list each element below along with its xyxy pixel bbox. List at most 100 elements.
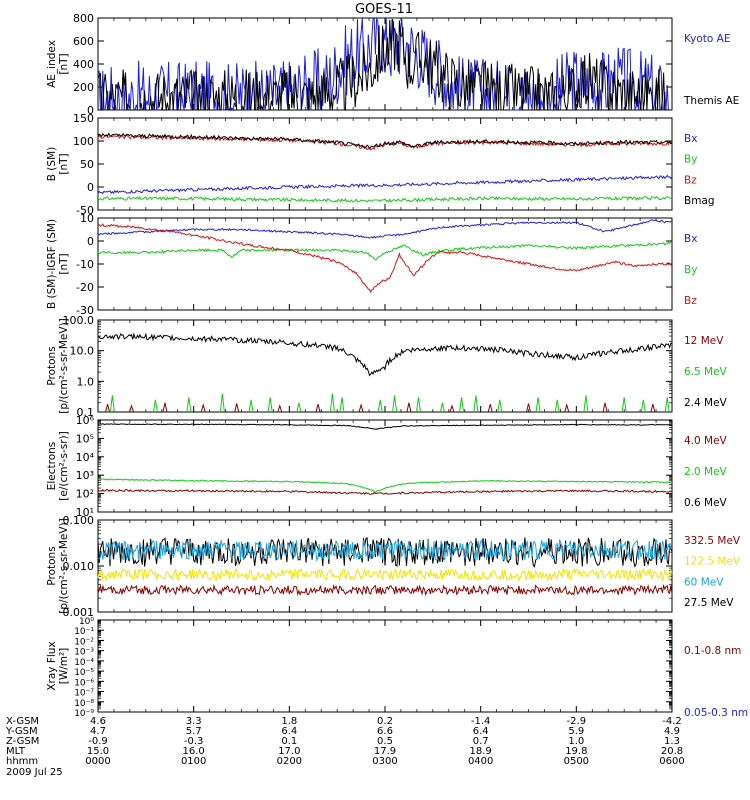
- ephemeris-row-label: MLT: [6, 746, 26, 757]
- data-spike: [129, 404, 134, 413]
- legend-entry: 60 MeV: [684, 576, 724, 588]
- data-spike: [339, 397, 345, 413]
- series-line: [97, 219, 673, 239]
- y-tick-label: 800: [73, 12, 94, 25]
- ephemeris-value: -0.3: [184, 736, 204, 747]
- data-spike: [535, 397, 541, 413]
- y-tick-label: 400: [73, 58, 94, 71]
- ephemeris-value: 0500: [564, 756, 589, 767]
- y-tick-label: 10⁶: [76, 414, 95, 427]
- panel-b: -50 0 50 100 150 B (SM) [nT] Bx By Bz Bmag: [46, 112, 715, 217]
- y-tick-label: 0.100: [63, 514, 95, 527]
- y-tick-label: 10⁵: [76, 432, 94, 445]
- series-line: [97, 536, 673, 568]
- data-spike: [583, 395, 589, 413]
- data-spike: [186, 397, 192, 413]
- ephemeris-value: 15.0: [87, 746, 109, 757]
- legend-entry: 12 MeV: [684, 335, 724, 347]
- y-tick-label: 10⁻⁵: [74, 668, 94, 678]
- ephemeris-value: 5.9: [568, 726, 584, 737]
- legend-entry: 4.0 MeV: [684, 435, 728, 447]
- ephemeris-value: 20.8: [661, 746, 683, 757]
- y-axis-label: Protons: [46, 346, 58, 385]
- ephemeris-value: 0400: [468, 756, 493, 767]
- y-axis-label: AE_index: [46, 40, 58, 88]
- data-spike: [640, 399, 646, 413]
- series-line: [97, 488, 673, 495]
- ephemeris-value: 18.9: [470, 746, 492, 757]
- y-axis-unit: [e/(cm²-s-sr)]: [58, 431, 70, 500]
- series-line: [97, 567, 673, 583]
- ephemeris-value: 5.7: [186, 726, 202, 737]
- y-tick-label: 10⁴: [76, 451, 95, 464]
- data-spike: [219, 393, 225, 413]
- date-label: 2009 Jul 25: [6, 767, 63, 778]
- legend-entry: 0.05-0.3 nm: [684, 707, 748, 719]
- series-line: [97, 16, 672, 112]
- ephemeris-value: 0600: [659, 756, 684, 767]
- y-axis-label: B (SM)-IGRF (SM): [46, 219, 58, 309]
- y-tick-label: 100: [73, 135, 94, 148]
- legend-entry: By: [684, 154, 697, 166]
- legend-entry: 2.0 MeV: [684, 466, 728, 478]
- legend-entry: 332.5 MeV: [684, 535, 741, 547]
- ephemeris-value: 0300: [372, 756, 397, 767]
- y-axis-unit: [nT]: [58, 253, 70, 274]
- data-spike: [267, 397, 273, 413]
- y-tick-label: 0.1: [77, 406, 95, 419]
- legend-entry: 6.5 MeV: [684, 366, 728, 378]
- data-spike: [459, 397, 465, 413]
- series-line: [97, 241, 673, 261]
- ephemeris-value: 16.0: [183, 746, 205, 757]
- legend-entry: Bz: [684, 174, 697, 186]
- ephemeris-value: 17.9: [374, 746, 396, 757]
- y-tick-label: 50: [80, 158, 94, 171]
- data-spike: [650, 404, 656, 413]
- legend-entry: Bx: [684, 133, 697, 145]
- data-spike: [449, 404, 455, 413]
- y-axis-unit: [p/(cm²-s-sr-MeV)]: [58, 518, 70, 613]
- ephemeris-value: 1.0: [568, 736, 584, 747]
- ephemeris-row-label: hhmm: [6, 756, 38, 767]
- y-tick-label: 10¹: [76, 506, 94, 519]
- data-spike: [277, 404, 283, 413]
- y-tick-label: -30: [76, 304, 94, 317]
- y-tick-label: 150: [73, 112, 94, 125]
- series-line: [97, 174, 673, 195]
- ephemeris-value: 0.7: [473, 736, 489, 747]
- ephemeris-value: 6.6: [377, 726, 393, 737]
- y-tick-label: 1.0: [77, 375, 95, 388]
- data-spike: [358, 403, 364, 413]
- y-tick-label: 10⁻¹: [74, 627, 94, 637]
- data-spike: [377, 399, 383, 413]
- y-axis-unit: [W/m²]: [58, 648, 70, 685]
- ephemeris-value: 4.6: [90, 716, 106, 727]
- legend-entry: Themis AE: [683, 95, 739, 107]
- data-spike: [564, 403, 570, 413]
- legend-entry: 0.1-0.8 nm: [684, 645, 741, 657]
- ephemeris-value: 4.7: [90, 726, 106, 737]
- data-spike: [329, 393, 335, 413]
- data-spike: [487, 404, 493, 413]
- y-axis-unit: [nT]: [58, 53, 70, 74]
- data-spike: [406, 402, 412, 413]
- ephemeris-value: 1.8: [281, 716, 297, 727]
- data-spike: [392, 395, 398, 413]
- legend-entry: 122.5 MeV: [684, 556, 741, 568]
- panel-ae: 0 200 400 600 800 AE_index [nT] Kyoto AE Themis …: [46, 12, 739, 117]
- y-axis-label: Xray Flux: [46, 641, 58, 690]
- series-line: [97, 195, 673, 203]
- ephemeris-value: 0100: [181, 756, 206, 767]
- y-tick-label: -10: [76, 258, 94, 271]
- panel-frame: [97, 117, 673, 211]
- data-spike: [526, 403, 531, 413]
- data-spike: [621, 397, 627, 413]
- ephemeris-row-label: X-GSM: [6, 716, 39, 727]
- y-tick-label: 0.010: [63, 560, 95, 573]
- data-spike: [415, 397, 421, 413]
- y-tick-label: 200: [73, 81, 94, 94]
- y-axis-unit: [p/(cm²-s-sr-MeV)]: [58, 318, 70, 413]
- legend-entry: 27.5 MeV: [684, 597, 734, 609]
- y-tick-label: 10³: [76, 469, 94, 482]
